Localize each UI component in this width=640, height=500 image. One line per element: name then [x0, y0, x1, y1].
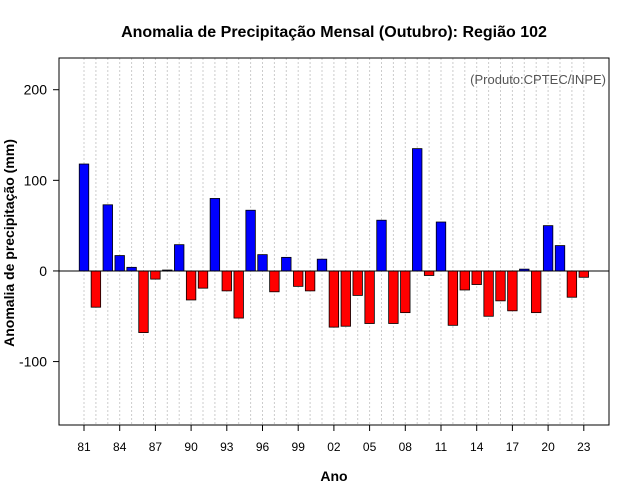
y-tick-label: 100 [24, 172, 48, 188]
bar-93 [221, 270, 232, 292]
x-tick-label: 23 [577, 440, 591, 454]
chart-title: Anomalia de Precipitação Mensal (Outubro… [121, 24, 547, 41]
bar-15 [483, 270, 494, 317]
bar-87 [150, 270, 161, 280]
x-tick-label: 81 [77, 440, 91, 454]
x-axis: 81 84 87 90 93 96 99 02 05 08 11 14 17 20 23 [77, 425, 591, 454]
bar-14 [471, 270, 482, 285]
x-tick-label: 84 [113, 440, 127, 454]
y-tick-label: 0 [39, 263, 47, 279]
x-tick-label: 99 [292, 440, 306, 454]
bar-12 [447, 270, 459, 326]
bar-84 [114, 255, 125, 272]
x-tick-label: 14 [470, 440, 484, 454]
x-tick-label: 96 [256, 440, 270, 454]
x-axis-label: Ano [320, 468, 347, 484]
x-tick-label: 17 [506, 440, 520, 454]
bar-03 [340, 270, 351, 327]
y-tick-label: -100 [19, 354, 47, 370]
bar-07 [388, 270, 399, 324]
bar-01 [316, 258, 328, 272]
x-tick-label: 05 [363, 440, 377, 454]
bar-92 [209, 198, 221, 272]
bar-17 [507, 270, 518, 312]
bar-06 [376, 219, 387, 272]
bar-96 [257, 254, 268, 272]
bar-13 [459, 270, 470, 291]
bar-11 [435, 221, 447, 272]
x-tick-label: 90 [184, 440, 198, 454]
x-tick-label: 93 [220, 440, 234, 454]
bar-02 [328, 270, 340, 328]
bar-81 [78, 163, 90, 272]
bar-94 [233, 270, 244, 319]
y-axis: -100 0 100 200 [19, 82, 59, 370]
product-credit: (Produto:CPTEC/INPE) [470, 72, 606, 87]
bar-05 [364, 270, 375, 324]
bars [78, 148, 589, 333]
x-tick-label: 02 [327, 440, 341, 454]
x-tick-label: 11 [435, 440, 448, 454]
bar-09 [412, 148, 423, 272]
bar-95 [245, 209, 256, 272]
bar-91 [197, 270, 209, 289]
bar-23 [578, 270, 589, 278]
plot-frame [58, 57, 610, 426]
bar-00 [304, 270, 316, 292]
bar-90 [185, 270, 197, 301]
bar-97 [269, 270, 280, 293]
bar-85 [126, 266, 137, 272]
bar-98 [281, 256, 292, 272]
bar-82 [90, 270, 102, 308]
bar-89 [174, 244, 185, 272]
bar-86 [138, 270, 149, 333]
bar-19 [531, 270, 542, 314]
x-tick-label: 08 [399, 440, 413, 454]
bar-99 [293, 270, 304, 287]
y-axis-label: Anomalia de precipitação (mm) [1, 139, 17, 347]
bar-16 [495, 270, 506, 302]
bar-04 [352, 270, 363, 296]
bar-21 [554, 245, 566, 272]
bar-20 [542, 225, 554, 272]
bar-83 [102, 204, 113, 272]
bar-10 [423, 270, 435, 276]
bar-22 [566, 270, 578, 298]
grid-lines [83, 58, 585, 425]
bar-08 [400, 270, 411, 314]
x-tick-label: 87 [149, 440, 163, 454]
y-tick-label: 200 [24, 82, 48, 98]
x-tick-label: 20 [541, 440, 555, 454]
